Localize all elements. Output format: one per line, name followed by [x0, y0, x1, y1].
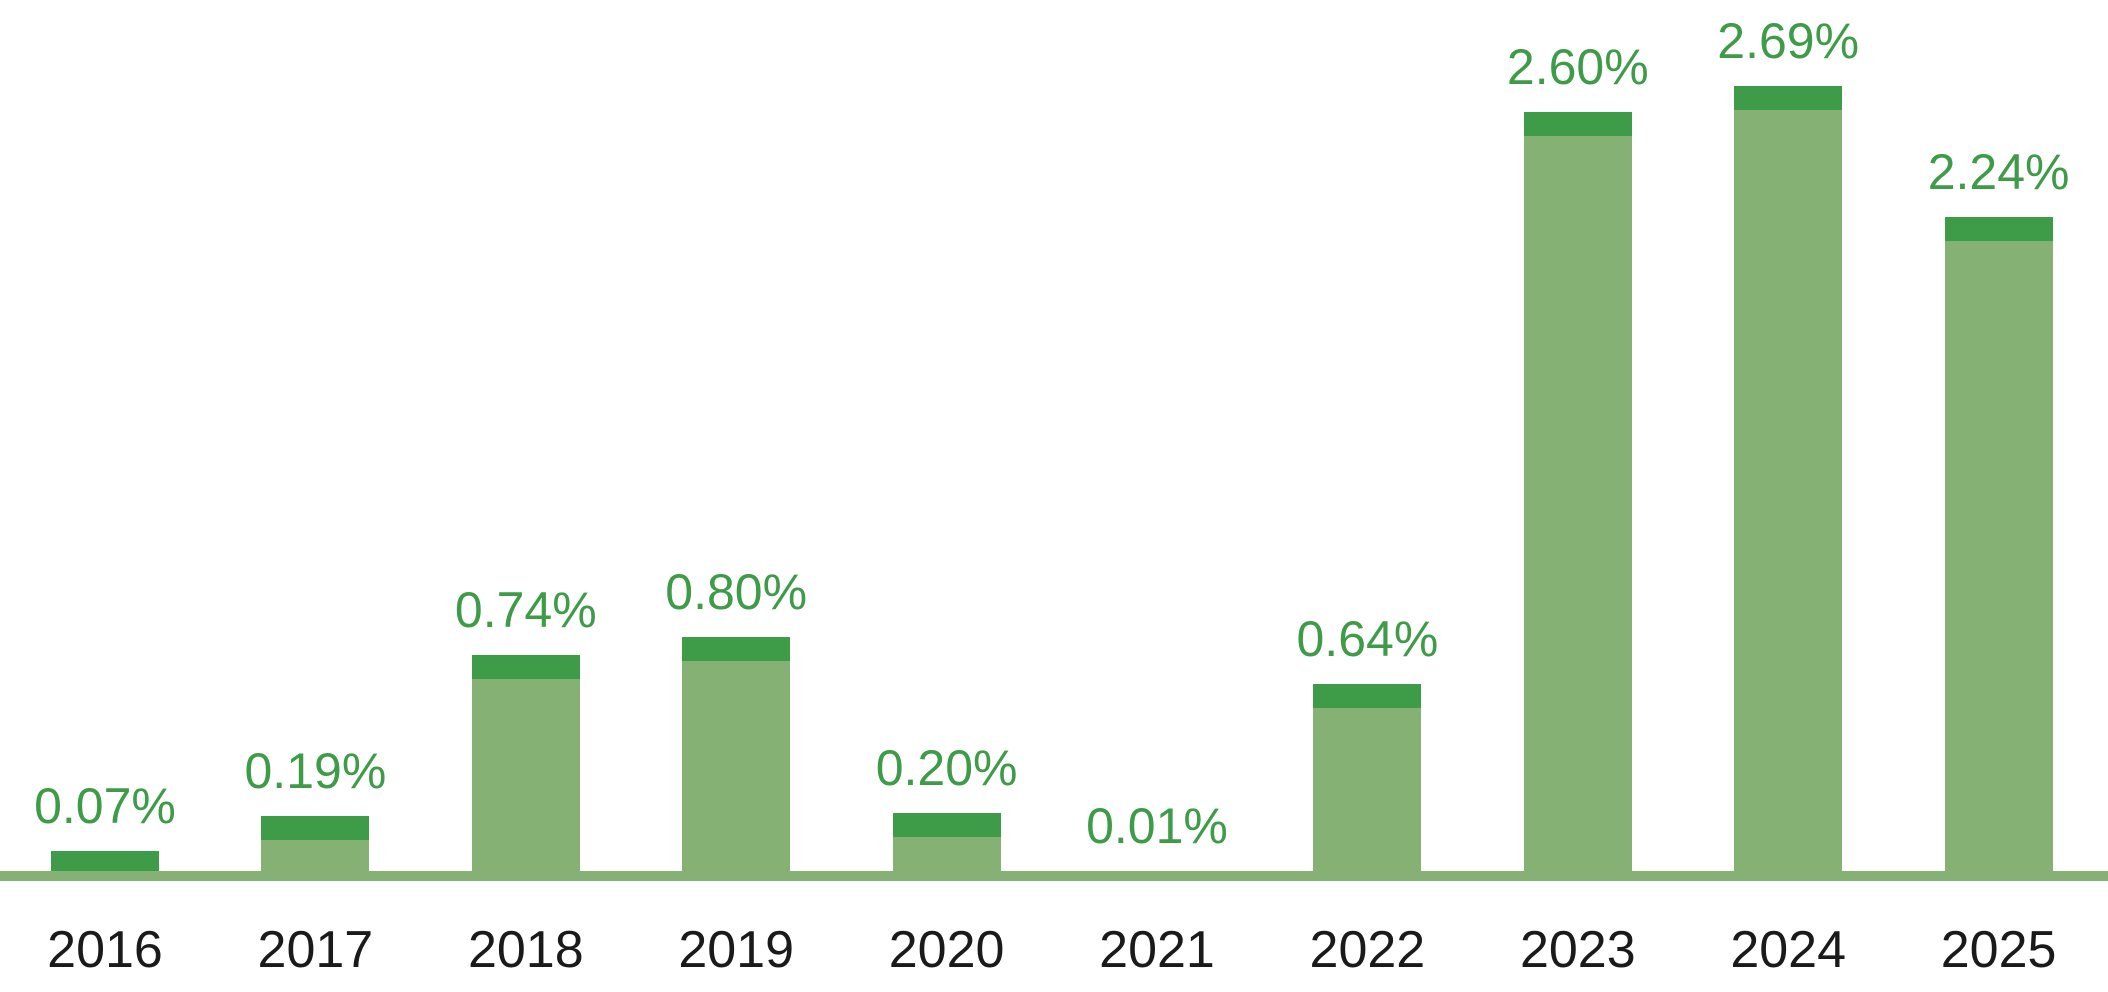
x-axis-label: 2021	[1099, 921, 1215, 979]
bar-body-segment	[682, 661, 791, 874]
bar-cap-segment	[471, 655, 580, 679]
bar-2023	[1523, 112, 1632, 874]
x-axis-label: 2024	[1730, 921, 1847, 979]
x-axis-label: 2025	[1940, 921, 2057, 979]
bar-2017	[261, 816, 370, 874]
bar-body-segment	[261, 840, 370, 874]
x-axis-line	[0, 871, 2108, 881]
bar-body-segment	[892, 837, 1001, 874]
bar-cap-segment	[261, 816, 370, 840]
bar-cap-segment	[1313, 684, 1422, 708]
value-label: 0.19%	[244, 743, 387, 799]
bar-cap-segment	[892, 813, 1001, 837]
x-axis-label: 2016	[47, 921, 163, 979]
bar-2025	[1944, 217, 2053, 874]
bar-2022	[1313, 684, 1422, 874]
bar-body-segment	[471, 679, 580, 874]
bar-2020	[892, 813, 1001, 874]
bar-cap-segment	[1523, 112, 1632, 136]
value-label: 2.69%	[1717, 13, 1860, 69]
x-axis-label: 2022	[1309, 921, 1426, 979]
value-label: 2.60%	[1506, 39, 1649, 95]
x-axis-label: 2019	[678, 921, 795, 979]
value-label: 2.24%	[1927, 144, 2070, 200]
value-label: 0.80%	[665, 564, 808, 620]
bar-cap-segment	[1734, 86, 1843, 110]
bar-body-segment	[1734, 110, 1843, 874]
x-axis-label: 2018	[467, 921, 584, 979]
bar-cap-segment	[1944, 217, 2053, 241]
value-label: 0.01%	[1086, 798, 1228, 854]
bar-cap-segment	[682, 637, 791, 661]
bar-2024	[1734, 86, 1843, 874]
bar-cap-segment	[51, 851, 159, 874]
value-label: 0.07%	[34, 778, 176, 834]
bar-body-segment	[1944, 241, 2053, 874]
bar-2018	[471, 655, 580, 874]
x-axis-label: 2023	[1519, 921, 1636, 979]
x-axis-label: 2020	[888, 921, 1005, 979]
bar-2019	[682, 637, 791, 874]
value-label: 0.64%	[1296, 611, 1439, 667]
x-axis-label: 2017	[257, 921, 374, 979]
value-label: 0.20%	[875, 740, 1018, 796]
bar-body-segment	[1313, 708, 1422, 874]
bar-2016	[51, 851, 159, 874]
value-label: 0.74%	[454, 582, 597, 638]
bar-body-segment	[1523, 136, 1632, 874]
